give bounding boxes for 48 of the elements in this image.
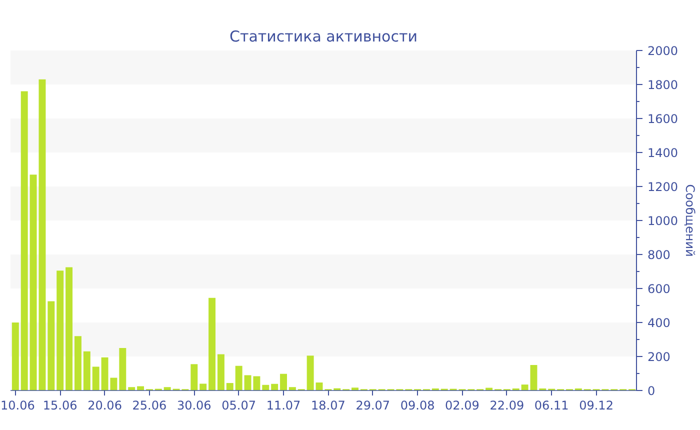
bar [74, 336, 82, 390]
x-tick-label: 10.06 [0, 398, 35, 412]
y-tick-label: 1600 [648, 112, 678, 126]
bar [66, 267, 73, 390]
x-tick-label: 15.06 [42, 398, 78, 412]
bar [253, 376, 260, 390]
bar [20, 91, 28, 390]
y-tick-label: 1800 [648, 78, 678, 92]
bar [217, 354, 224, 390]
bar [200, 384, 207, 390]
x-tick-label: 25.06 [132, 398, 167, 412]
y-tick-label: 1400 [648, 146, 678, 160]
x-tick-label: 29.07 [356, 398, 390, 412]
bar [83, 351, 90, 390]
bar [56, 270, 64, 390]
x-tick-label: 22.09 [490, 398, 524, 412]
x-tick-label: 18.07 [311, 398, 346, 412]
bar [244, 375, 252, 390]
x-tick-label: 30.06 [176, 398, 212, 412]
y-tick-label: 800 [648, 248, 670, 262]
x-tick-label: 06.11 [534, 398, 569, 412]
y-axis-title: Сообщений [683, 184, 698, 257]
bar [271, 384, 278, 390]
bar [12, 322, 19, 390]
y-tick-label: 600 [648, 282, 670, 296]
y-tick-label: 400 [648, 316, 670, 330]
bar [306, 356, 314, 390]
x-tick-label: 09.08 [400, 398, 435, 412]
y-tick-label: 1200 [648, 180, 678, 194]
bar [262, 384, 270, 390]
bar [119, 348, 126, 390]
y-tick-label: 200 [648, 350, 670, 364]
x-tick-label: 09.12 [579, 398, 614, 412]
x-tick-label: 20.06 [88, 398, 122, 412]
bar [226, 383, 234, 390]
x-tick-label: 11.07 [266, 398, 301, 412]
bar [280, 374, 287, 390]
bar [235, 366, 242, 390]
y-tick-label: 2000 [648, 44, 678, 58]
bar [92, 366, 100, 390]
y-tick-label: 0 [648, 384, 656, 398]
y-tick-label: 1000 [648, 214, 678, 228]
chart-title: Статистика активности [230, 28, 418, 46]
bar [208, 298, 216, 390]
x-tick-label: 05.07 [222, 398, 256, 412]
x-tick-label: 02.09 [445, 398, 480, 412]
bar [48, 301, 55, 390]
bar [190, 364, 198, 390]
